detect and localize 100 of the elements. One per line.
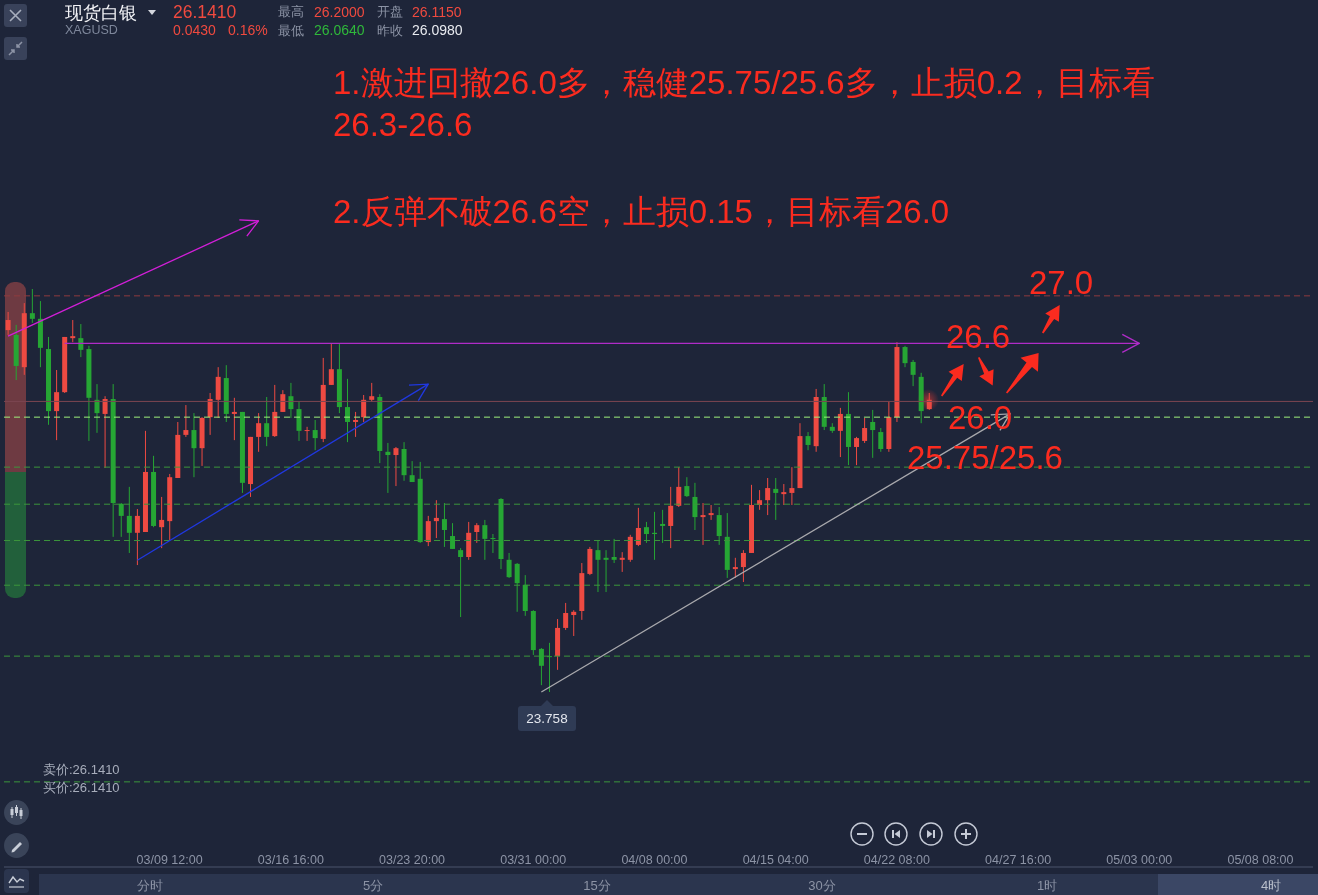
candlestick — [29, 288, 35, 324]
x-tick-label: 05/03 00:00 — [1106, 853, 1173, 867]
candlestick — [102, 395, 108, 469]
candlestick — [361, 394, 367, 423]
text: 昨收 — [377, 22, 403, 39]
text: 买价:26.1410 — [43, 780, 120, 796]
candlestick — [159, 496, 165, 549]
candlestick — [805, 431, 811, 451]
candlestick — [910, 359, 916, 387]
candlestick — [506, 552, 512, 579]
candlestick — [353, 411, 359, 438]
text: 26.1150 — [412, 3, 462, 21]
candlestick — [312, 419, 318, 451]
x-tick-label: 03/23 20:00 — [379, 853, 446, 867]
candlestick — [5, 311, 11, 336]
candlestick — [231, 397, 237, 441]
text: 26.2000 — [314, 3, 365, 21]
candlestick — [183, 404, 189, 438]
candlestick — [643, 521, 649, 544]
text: 2.反弹不破26.6空，止损0.15，目标看26.0 — [333, 192, 950, 232]
candlestick — [441, 502, 447, 548]
candlestick — [668, 486, 674, 549]
text: 最高 — [278, 4, 304, 20]
candlestick — [854, 436, 860, 466]
candlestick — [660, 509, 666, 544]
candlestick — [450, 522, 456, 550]
candlestick — [757, 489, 763, 511]
x-tick-label: 04/22 08:00 — [863, 853, 930, 867]
candlestick — [870, 409, 876, 459]
candlestick — [118, 502, 124, 538]
x-tick-label: 04/15 04:00 — [742, 853, 809, 867]
candlestick — [716, 506, 722, 546]
candlestick — [595, 539, 601, 593]
x-tick-label: 04/27 16:00 — [985, 853, 1052, 867]
candlestick — [563, 602, 569, 631]
candlestick — [789, 466, 795, 506]
candlestick — [134, 508, 140, 566]
candlestick — [902, 345, 908, 368]
text: 1时 — [1035, 877, 1059, 895]
candlestick — [70, 319, 76, 343]
candlestick — [603, 549, 609, 593]
candlestick — [328, 342, 334, 386]
text: 最低 — [278, 22, 304, 39]
text: 卖价:26.1410 — [43, 762, 120, 778]
chart-title: 现货白银 — [65, 2, 137, 24]
text: 15分 — [582, 877, 612, 895]
candlestick — [740, 549, 746, 583]
candlestick — [296, 401, 302, 442]
x-tick-label: 03/16 16:00 — [257, 853, 324, 867]
candlestick — [490, 533, 496, 554]
candlestick — [126, 486, 132, 554]
candlestick — [619, 551, 625, 573]
text: 开盘 — [377, 4, 403, 20]
candlestick — [264, 396, 270, 447]
text: 1.激进回撤26.0多，稳健25.75/25.6多，止损0.2，目标看26.3-26.6 — [333, 63, 1156, 145]
candlestick — [708, 504, 714, 521]
text: 4时 — [1259, 877, 1283, 895]
candlestick — [433, 499, 439, 539]
text: 26.0980 — [412, 22, 463, 39]
text: 0.16% — [228, 22, 268, 39]
candlestick — [369, 382, 375, 403]
candlestick — [862, 417, 868, 444]
candlestick — [191, 412, 197, 478]
chart-subtitle: XAGUSD — [65, 23, 118, 38]
candlestick — [78, 323, 84, 358]
candlestick — [684, 476, 690, 498]
candlestick — [692, 482, 698, 531]
x-tick-label: 03/09 12:00 — [136, 853, 203, 867]
candlestick — [571, 609, 577, 637]
x-tick-label: 05/08 08:00 — [1227, 853, 1294, 867]
candlestick — [393, 446, 399, 487]
candlestick — [611, 538, 617, 564]
candlestick — [837, 407, 843, 458]
candlestick — [482, 519, 488, 561]
text: 5分 — [361, 877, 385, 895]
candlestick — [474, 522, 480, 544]
candlestick — [215, 366, 221, 419]
candlestick — [538, 647, 544, 686]
candlestick — [635, 507, 641, 547]
candlestick — [207, 392, 213, 436]
candlestick — [700, 502, 706, 546]
candlestick — [288, 382, 294, 419]
candlestick — [256, 412, 262, 453]
candlestick — [344, 378, 350, 443]
candlestick — [781, 483, 787, 506]
annotation: 27.0 — [1029, 263, 1094, 303]
text: 分时 — [136, 877, 164, 895]
x-tick-label: 03/31 00:00 — [500, 853, 567, 867]
candlestick — [94, 383, 100, 434]
candlestick — [304, 426, 310, 442]
text: 26.1410 — [173, 1, 237, 23]
x-tick-label: 04/08 00:00 — [621, 853, 688, 867]
candlestick — [732, 557, 738, 579]
text: 0.0430 — [173, 22, 216, 39]
text: 30分 — [807, 877, 837, 895]
candlestick — [54, 369, 60, 441]
candlestick — [773, 477, 779, 521]
candlestick — [676, 466, 682, 508]
candlestick — [627, 534, 633, 563]
candlestick — [458, 547, 464, 618]
